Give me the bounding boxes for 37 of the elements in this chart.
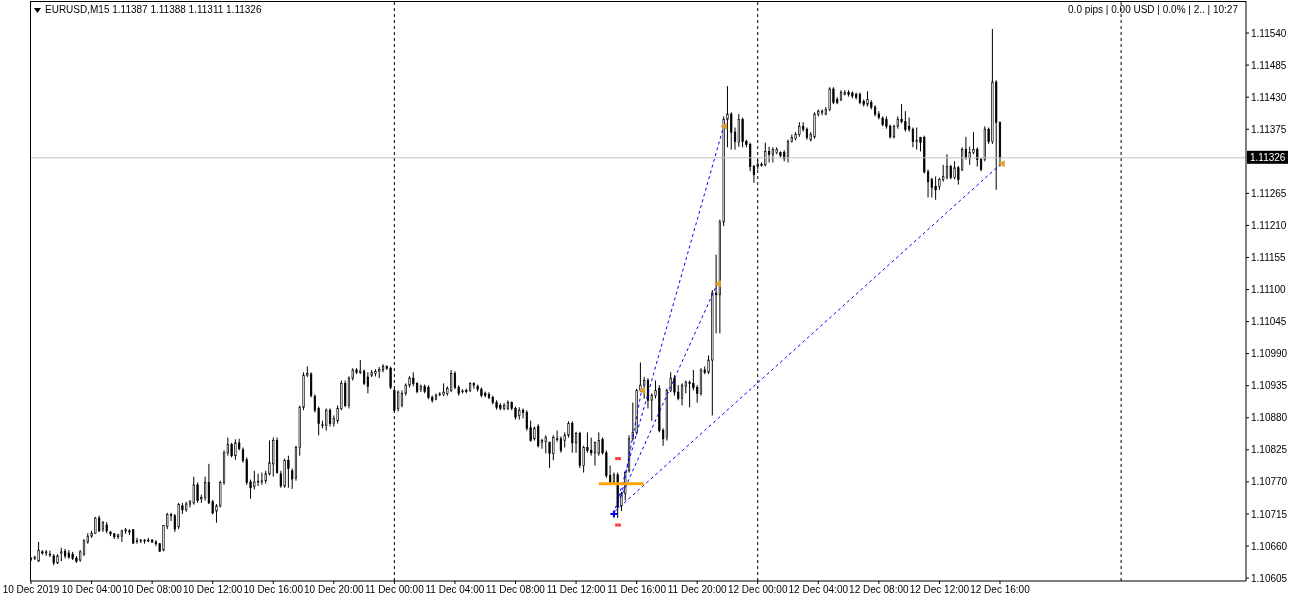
- y-tick-label: 1.10605: [1251, 572, 1288, 584]
- x-tick-label: 12 Dec 00:00: [727, 584, 788, 596]
- x-tick-label: 11 Dec 08:00: [486, 584, 546, 596]
- y-tick-label: 1.10990: [1251, 348, 1288, 360]
- y-tick-label: 1.10770: [1251, 476, 1288, 488]
- x-tick-label: 11 Dec 12:00: [546, 584, 606, 596]
- x-tick-label: 12 Dec 04:00: [788, 584, 849, 596]
- y-tick-label: 1.10825: [1251, 444, 1288, 456]
- x-tick-label: 10 Dec 04:00: [61, 584, 122, 596]
- y-tick-label: 1.11485: [1251, 59, 1287, 71]
- y-tick-label: 1.11100: [1251, 284, 1287, 296]
- y-tick-label: 1.10880: [1251, 412, 1288, 424]
- chart-title: EURUSD,M15 1.11387 1.11388 1.11311 1.11326: [45, 4, 262, 16]
- x-tick-label: 12 Dec 16:00: [970, 584, 1031, 596]
- y-tick-label: 1.10660: [1251, 540, 1288, 552]
- y-tick-label: 1.11540: [1251, 27, 1287, 39]
- y-tick-label: 1.11375: [1251, 123, 1287, 135]
- x-tick-label: 10 Dec 08:00: [122, 584, 183, 596]
- x-tick-label: 12 Dec 12:00: [909, 584, 970, 596]
- x-tick-label: 10 Dec 2019: [2, 584, 60, 596]
- y-tick-label: 1.11265: [1251, 187, 1287, 199]
- annotation: 0.0 pips | 0.00 USD | 0.0% | 2.. | 10:27: [1068, 4, 1238, 16]
- y-tick-label: 1.10935: [1251, 380, 1288, 392]
- x-tick-label: 10 Dec 20:00: [304, 584, 364, 596]
- y-tick-label: 1.11155: [1251, 252, 1287, 264]
- y-tick-label: 1.11430: [1251, 91, 1287, 103]
- x-tick-label: 11 Dec 04:00: [425, 584, 485, 596]
- y-tick-label: 1.11045: [1251, 316, 1287, 328]
- y-tick-label: 1.11210: [1251, 219, 1287, 231]
- x-tick-label: 11 Dec 00:00: [365, 584, 425, 596]
- x-tick-label: 10 Dec 12:00: [182, 584, 243, 596]
- x-tick-label: 11 Dec 16:00: [607, 584, 667, 596]
- x-tick-label: 12 Dec 08:00: [849, 584, 910, 596]
- y-tick-label: 1.10715: [1251, 508, 1288, 520]
- x-tick-label: 11 Dec 20:00: [667, 584, 727, 596]
- ref-line-label: 1.11326: [1250, 152, 1286, 164]
- x-tick-label: 10 Dec 16:00: [243, 584, 304, 596]
